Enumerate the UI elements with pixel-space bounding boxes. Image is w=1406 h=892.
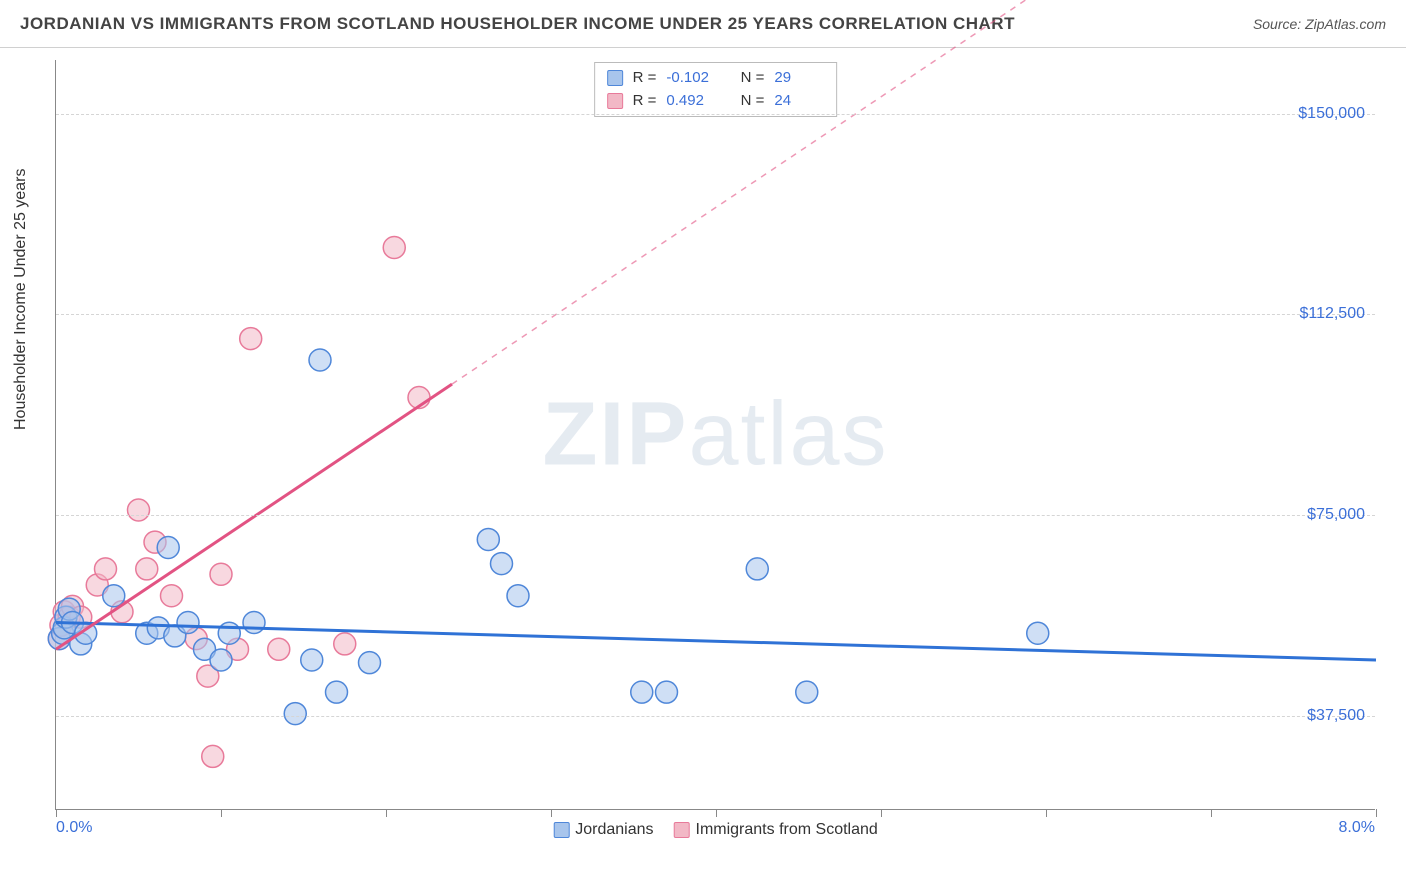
scatter-point — [161, 585, 183, 607]
stats-r-value: 0.492 — [666, 90, 716, 113]
x-tick — [881, 809, 882, 817]
stats-n-label: N = — [741, 90, 765, 113]
x-min-label: 0.0% — [56, 819, 92, 837]
y-tick-label: $75,000 — [1307, 506, 1365, 524]
y-tick-label: $150,000 — [1298, 105, 1365, 123]
trend-line — [56, 623, 1376, 661]
legend-label: Jordanians — [575, 821, 653, 839]
scatter-point — [218, 622, 240, 644]
legend-swatch — [607, 70, 623, 86]
scatter-point — [359, 652, 381, 674]
chart-svg — [56, 60, 1375, 809]
scatter-point — [477, 528, 499, 550]
gridline — [56, 114, 1375, 115]
scatter-point — [103, 585, 125, 607]
scatter-point — [177, 612, 199, 634]
scatter-point — [243, 612, 265, 634]
x-tick — [1376, 809, 1377, 817]
chart-header: JORDANIAN VS IMMIGRANTS FROM SCOTLAND HO… — [0, 0, 1406, 48]
scatter-point — [157, 537, 179, 559]
scatter-point — [1027, 622, 1049, 644]
scatter-point — [268, 638, 290, 660]
stats-r-label: R = — [633, 67, 657, 90]
legend-item: Immigrants from Scotland — [674, 821, 878, 839]
x-tick — [551, 809, 552, 817]
stats-row: R = 0.492 N = 24 — [607, 90, 825, 113]
y-axis-label: Householder Income Under 25 years — [12, 169, 30, 430]
y-tick-label: $112,500 — [1299, 305, 1365, 323]
scatter-point — [309, 349, 331, 371]
gridline — [56, 716, 1375, 717]
stats-row: R = -0.102 N = 29 — [607, 67, 825, 90]
scatter-point — [210, 563, 232, 585]
trend-line — [56, 384, 452, 649]
scatter-point — [507, 585, 529, 607]
x-tick — [56, 809, 57, 817]
scatter-point — [746, 558, 768, 580]
stats-n-label: N = — [741, 67, 765, 90]
x-tick — [716, 809, 717, 817]
stats-n-value: 29 — [774, 67, 824, 90]
legend-swatch — [607, 93, 623, 109]
scatter-point — [491, 553, 513, 575]
scatter-point — [631, 681, 653, 703]
scatter-point — [95, 558, 117, 580]
chart-source: Source: ZipAtlas.com — [1253, 16, 1386, 32]
scatter-point — [326, 681, 348, 703]
legend-label: Immigrants from Scotland — [696, 821, 878, 839]
scatter-point — [202, 745, 224, 767]
scatter-point — [240, 328, 262, 350]
x-tick — [386, 809, 387, 817]
scatter-point — [136, 558, 158, 580]
x-tick — [1046, 809, 1047, 817]
trend-line-dashed — [452, 0, 1376, 384]
legend-bottom: Jordanians Immigrants from Scotland — [553, 821, 878, 839]
plot-area: ZIPatlas R = -0.102 N = 29 R = 0.492 N =… — [55, 60, 1375, 810]
y-tick-label: $37,500 — [1307, 707, 1365, 725]
scatter-point — [210, 649, 232, 671]
scatter-point — [383, 237, 405, 259]
scatter-point — [284, 703, 306, 725]
gridline — [56, 314, 1375, 315]
scatter-point — [334, 633, 356, 655]
gridline — [56, 515, 1375, 516]
stats-r-value: -0.102 — [666, 67, 716, 90]
x-tick — [221, 809, 222, 817]
chart-title: JORDANIAN VS IMMIGRANTS FROM SCOTLAND HO… — [20, 14, 1015, 34]
scatter-point — [796, 681, 818, 703]
stats-n-value: 24 — [774, 90, 824, 113]
x-tick — [1211, 809, 1212, 817]
scatter-point — [301, 649, 323, 671]
x-max-label: 8.0% — [1339, 819, 1375, 837]
scatter-point — [656, 681, 678, 703]
legend-swatch — [553, 822, 569, 838]
scatter-point — [128, 499, 150, 521]
stats-r-label: R = — [633, 90, 657, 113]
legend-swatch — [674, 822, 690, 838]
legend-item: Jordanians — [553, 821, 653, 839]
stats-box: R = -0.102 N = 29 R = 0.492 N = 24 — [594, 62, 838, 117]
